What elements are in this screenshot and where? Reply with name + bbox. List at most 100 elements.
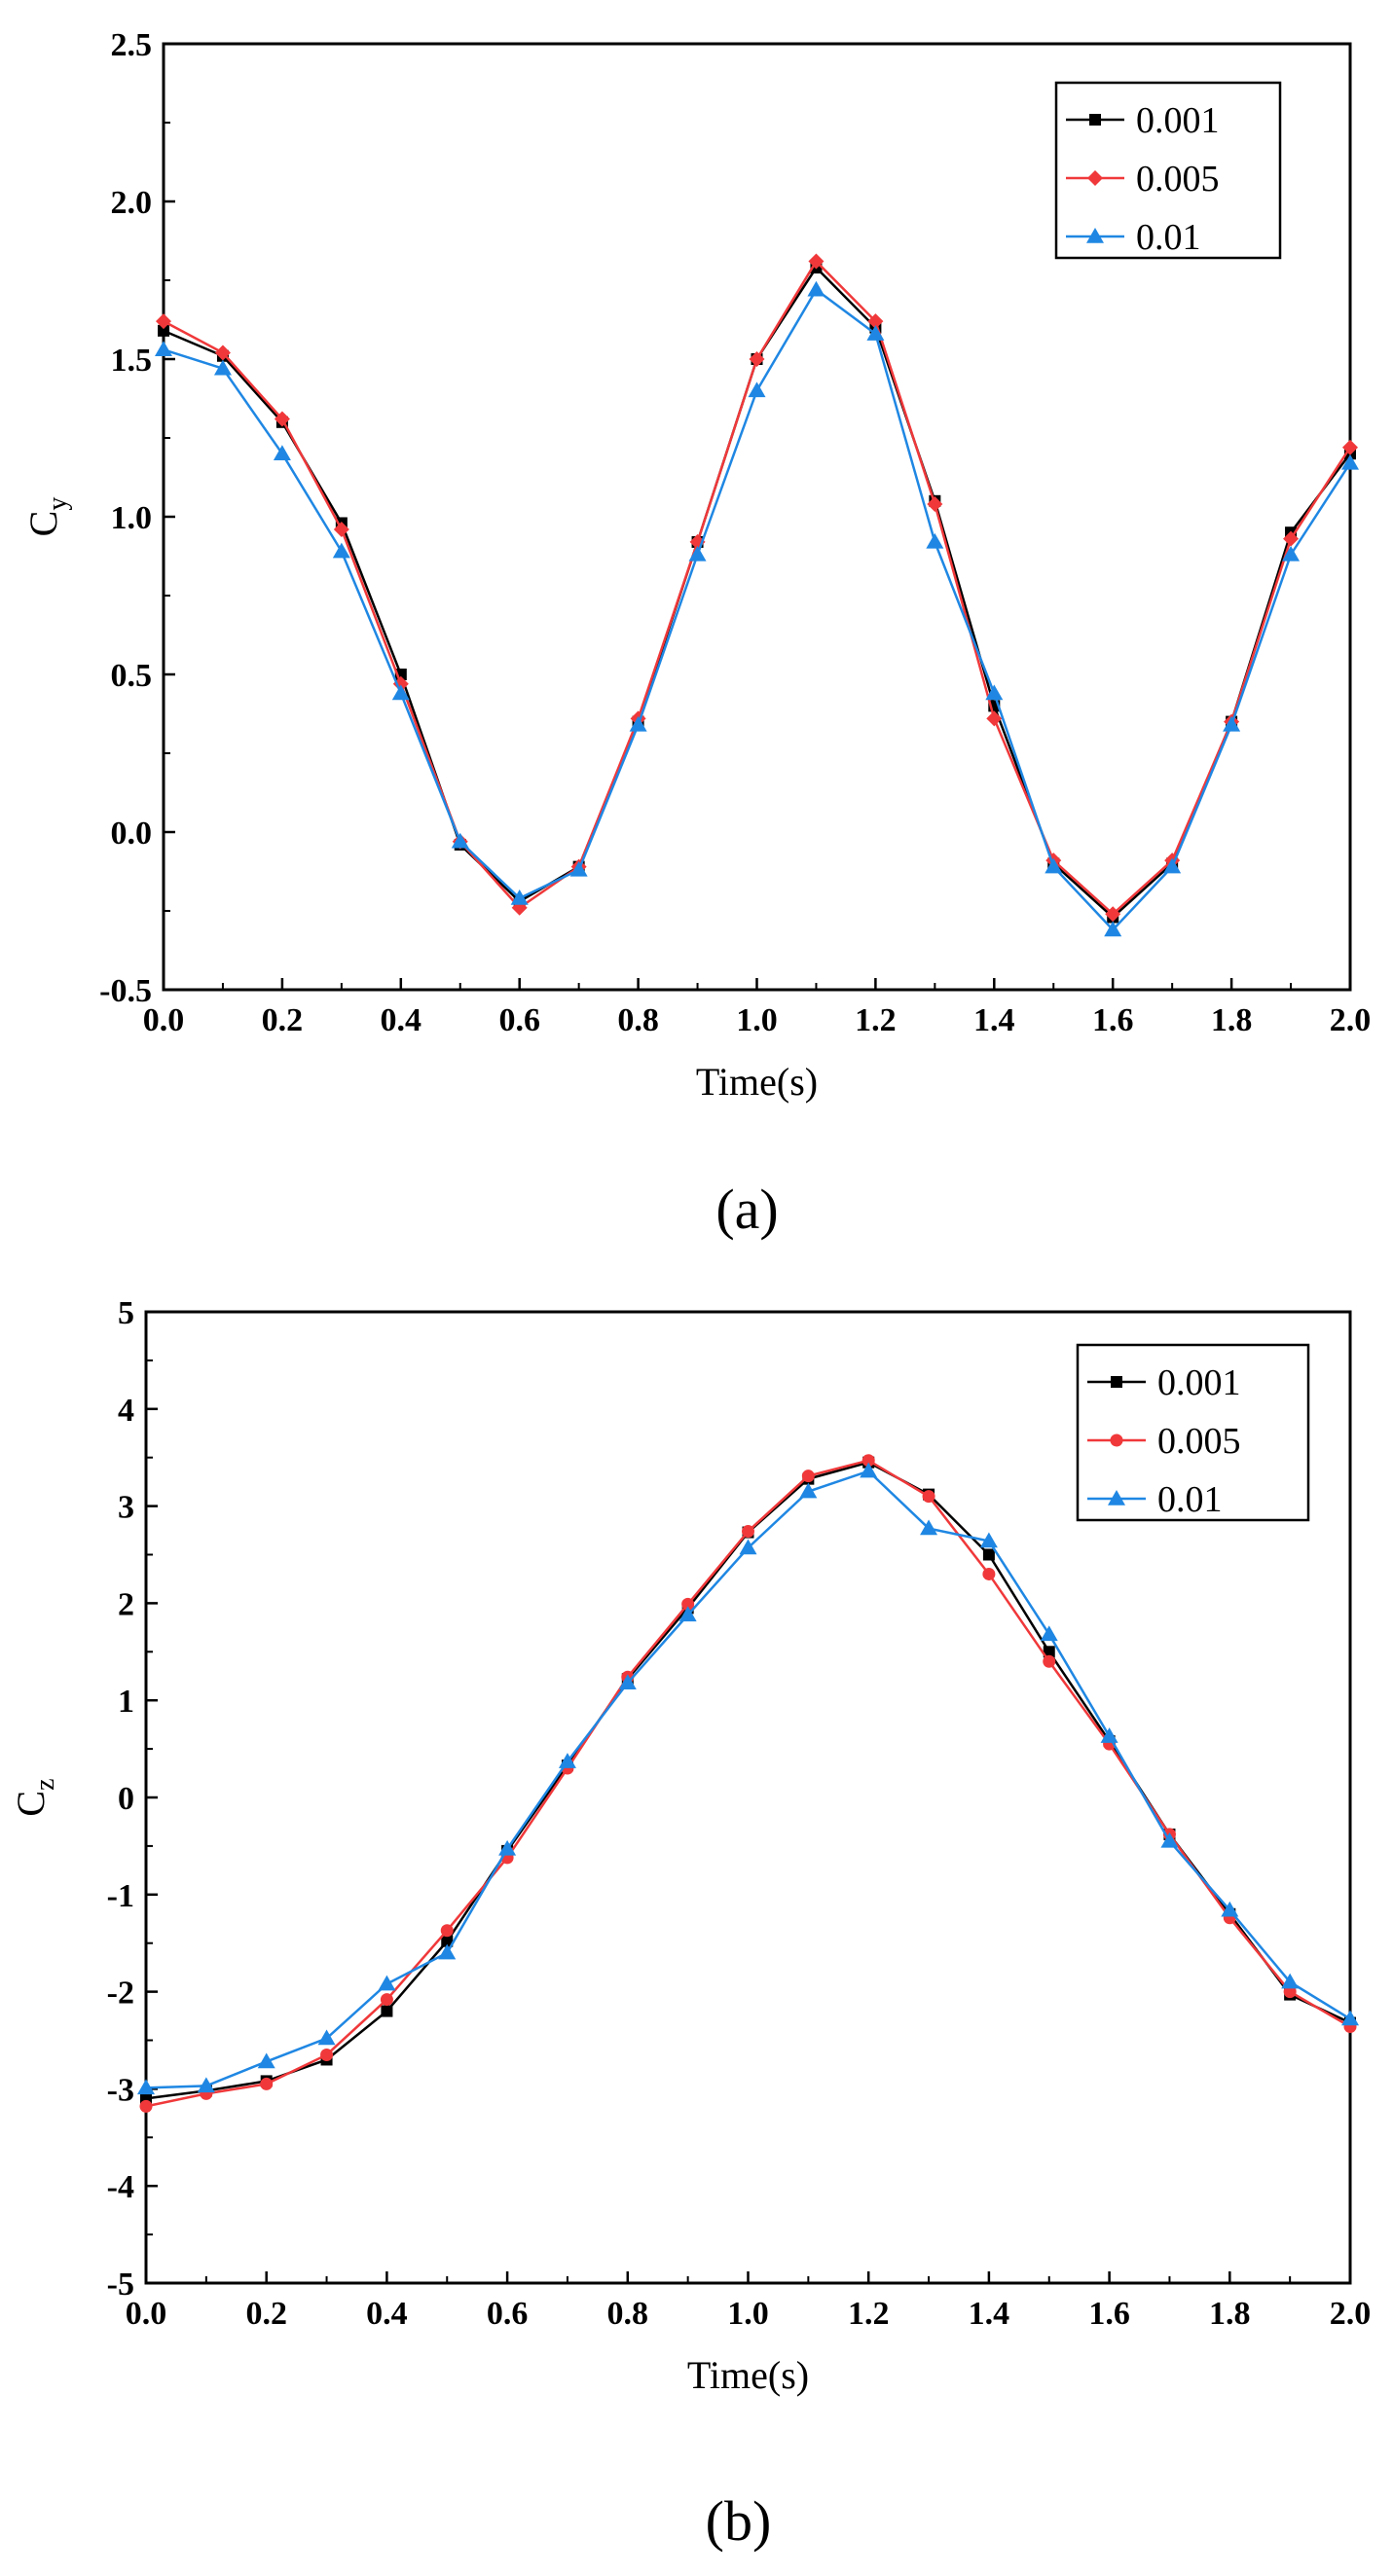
chart-a-data-point [156, 313, 171, 330]
chart-b-data-point [317, 2029, 336, 2046]
chart-a-x-tick-label: 1.8 [1211, 1002, 1253, 1038]
chart-a-x-tick-label: 0.2 [262, 1002, 304, 1038]
chart-a-legend-label: 0.005 [1136, 159, 1220, 200]
chart-a-x-tick-label: 2.0 [1330, 1002, 1372, 1038]
chart-b-data-point [441, 1935, 454, 1947]
chart-a-y-tick-label: 2.0 [111, 185, 153, 221]
chart-b-legend-marker [1110, 1433, 1123, 1447]
chart-a-data-point [808, 253, 825, 270]
chart-b-data-point [1160, 1832, 1179, 1848]
chart-b-data-point [742, 1525, 754, 1539]
chart-a-data-point [749, 351, 765, 367]
chart-b-series-0.01 [137, 1462, 1359, 2095]
chart-a-data-point [1342, 439, 1358, 455]
chart-a-x-tick-label: 1.0 [736, 1002, 778, 1038]
chart-a-x-tick-label: 0.6 [498, 1002, 540, 1038]
chart-a-y-tick-label: 0.5 [111, 658, 153, 694]
chart-a-data-point [629, 715, 647, 732]
chart-a-legend: 0.001 0.005 0.01 [1054, 81, 1282, 260]
chart-b-data-point [1281, 1973, 1300, 1989]
chart-b-legend-label: 0.01 [1157, 1479, 1223, 1520]
chart-a-data-point [332, 542, 350, 559]
chart-b-data-point [381, 2005, 393, 2017]
chart-b-series-line [145, 1459, 1351, 2108]
chart-b-x-tick-label: 0.6 [487, 2296, 529, 2332]
chart-b-x-tick-label: 1.0 [727, 2296, 769, 2332]
chart-a-legend-marker [1089, 114, 1101, 126]
chart-a-svg: 0.0 0.2 0.4 0.6 0.8 1.0 1.2 1.4 1.6 1.8 2.0-0.50.0… [21, 27, 1372, 1241]
chart-a-data-point [866, 325, 885, 341]
chart-b-panel-label: (b) [706, 2489, 772, 2553]
chart-a-data-point [155, 341, 172, 357]
chart-a-y-tick-label: 1.0 [111, 500, 153, 536]
chart-a-data-point [1163, 857, 1182, 874]
chart-a-data-point [273, 445, 291, 460]
chart-b-x-axis-title: Time(s) [687, 2353, 809, 2397]
chart-b-y-tick-label: 3 [118, 1490, 134, 1526]
chart-b-data-point [861, 1454, 875, 1468]
chart-a-data-point [333, 521, 349, 537]
chart-a-data-point [807, 280, 825, 297]
chart-b-data-point [922, 1490, 935, 1504]
chart-a-x-tick-label: 1.4 [973, 1002, 1015, 1038]
chart-b-data-point [681, 1597, 695, 1611]
chart-b-data-point [678, 1606, 697, 1622]
chart-a-y-tick-label: 2.5 [111, 27, 153, 63]
chart-b-y-tick-label: -5 [107, 2267, 134, 2303]
chart-a-data-point [274, 411, 290, 427]
chart-b-data-point [799, 1482, 818, 1499]
chart-b-data-point [920, 1519, 938, 1536]
chart-b-data-point [1100, 1727, 1118, 1743]
chart-a-legend-marker [1086, 228, 1104, 243]
chart-b-y-tick-label: -3 [107, 2072, 134, 2108]
chart-a-data-point [748, 381, 766, 398]
chart-b-data-point [498, 1839, 517, 1856]
chart-a-y-tick-label: 0.0 [111, 816, 153, 852]
chart-a-data-point [213, 359, 232, 376]
chart-b-data-point [1043, 1654, 1056, 1668]
chart-a-data-point [158, 324, 169, 337]
chart-b: 0.0 0.2 0.4 0.6 0.8 1.0 1.2 1.4 1.6 1.8 2.0 -5 -4 -3 -… [0, 1285, 1393, 2576]
chart-b-data-point [260, 2077, 274, 2090]
chart-a-data-point [867, 313, 884, 330]
chart-a-data-point [214, 345, 231, 361]
chart-b-data-point [197, 2077, 215, 2093]
chart-a-data-point [451, 832, 469, 849]
chart-b-data-point [739, 1539, 757, 1555]
chart-b-data-point [979, 1532, 998, 1548]
chart-b-data-point [1221, 1901, 1239, 1917]
chart-b-data-point [860, 1462, 878, 1478]
chart-b-data-point [137, 2079, 155, 2095]
chart-b-x-tick-label: 1.8 [1209, 2296, 1251, 2332]
chart-b-data-point [139, 2099, 153, 2113]
chart-a-data-point [688, 545, 707, 562]
chart-a-x-axis-title: Time(s) [696, 1060, 818, 1104]
chart-b-data-point [438, 1943, 457, 1960]
chart-a-data-point [1104, 921, 1122, 937]
chart-b-data-point [1040, 1625, 1058, 1642]
chart-a-panel-label: (a) [715, 1178, 778, 1241]
chart-a-y-tick-label: -0.5 [99, 973, 152, 1009]
chart-b-series-line [145, 1461, 1351, 2100]
chart-a-x-tick-label: 1.6 [1092, 1002, 1134, 1038]
chart-b-legend-label: 0.001 [1157, 1362, 1241, 1403]
chart-b-y-tick-label: 0 [118, 1781, 134, 1817]
chart-b-legend-box [1076, 1343, 1310, 1522]
chart-a-data-point [986, 710, 1003, 727]
chart-b-y-tick-label: -1 [107, 1878, 134, 1914]
chart-a-legend-label: 0.001 [1136, 100, 1220, 141]
chart-b-x-tick-label: 0.8 [607, 2296, 649, 2332]
chart-b-data-point [320, 2048, 334, 2061]
chart-a-data-point [569, 860, 588, 877]
chart-a-data-point [926, 532, 944, 549]
chart-b-x-tick-label: 2.0 [1330, 2296, 1372, 2332]
chart-b-data-point [378, 1975, 396, 1991]
chart-b-svg: 0.0 0.2 0.4 0.6 0.8 1.0 1.2 1.4 1.6 1.8 2.0 -5 -4 -3 -… [9, 1295, 1372, 2553]
chart-a-data-point [927, 496, 943, 513]
chart-a-data-point [985, 684, 1004, 701]
chart-a-legend-label: 0.01 [1136, 217, 1201, 258]
chart-a-data-point [392, 675, 409, 692]
chart-b-data-point [257, 2052, 275, 2069]
chart-a-series-0.01 [155, 280, 1359, 937]
chart-a-data-point [1223, 715, 1241, 732]
